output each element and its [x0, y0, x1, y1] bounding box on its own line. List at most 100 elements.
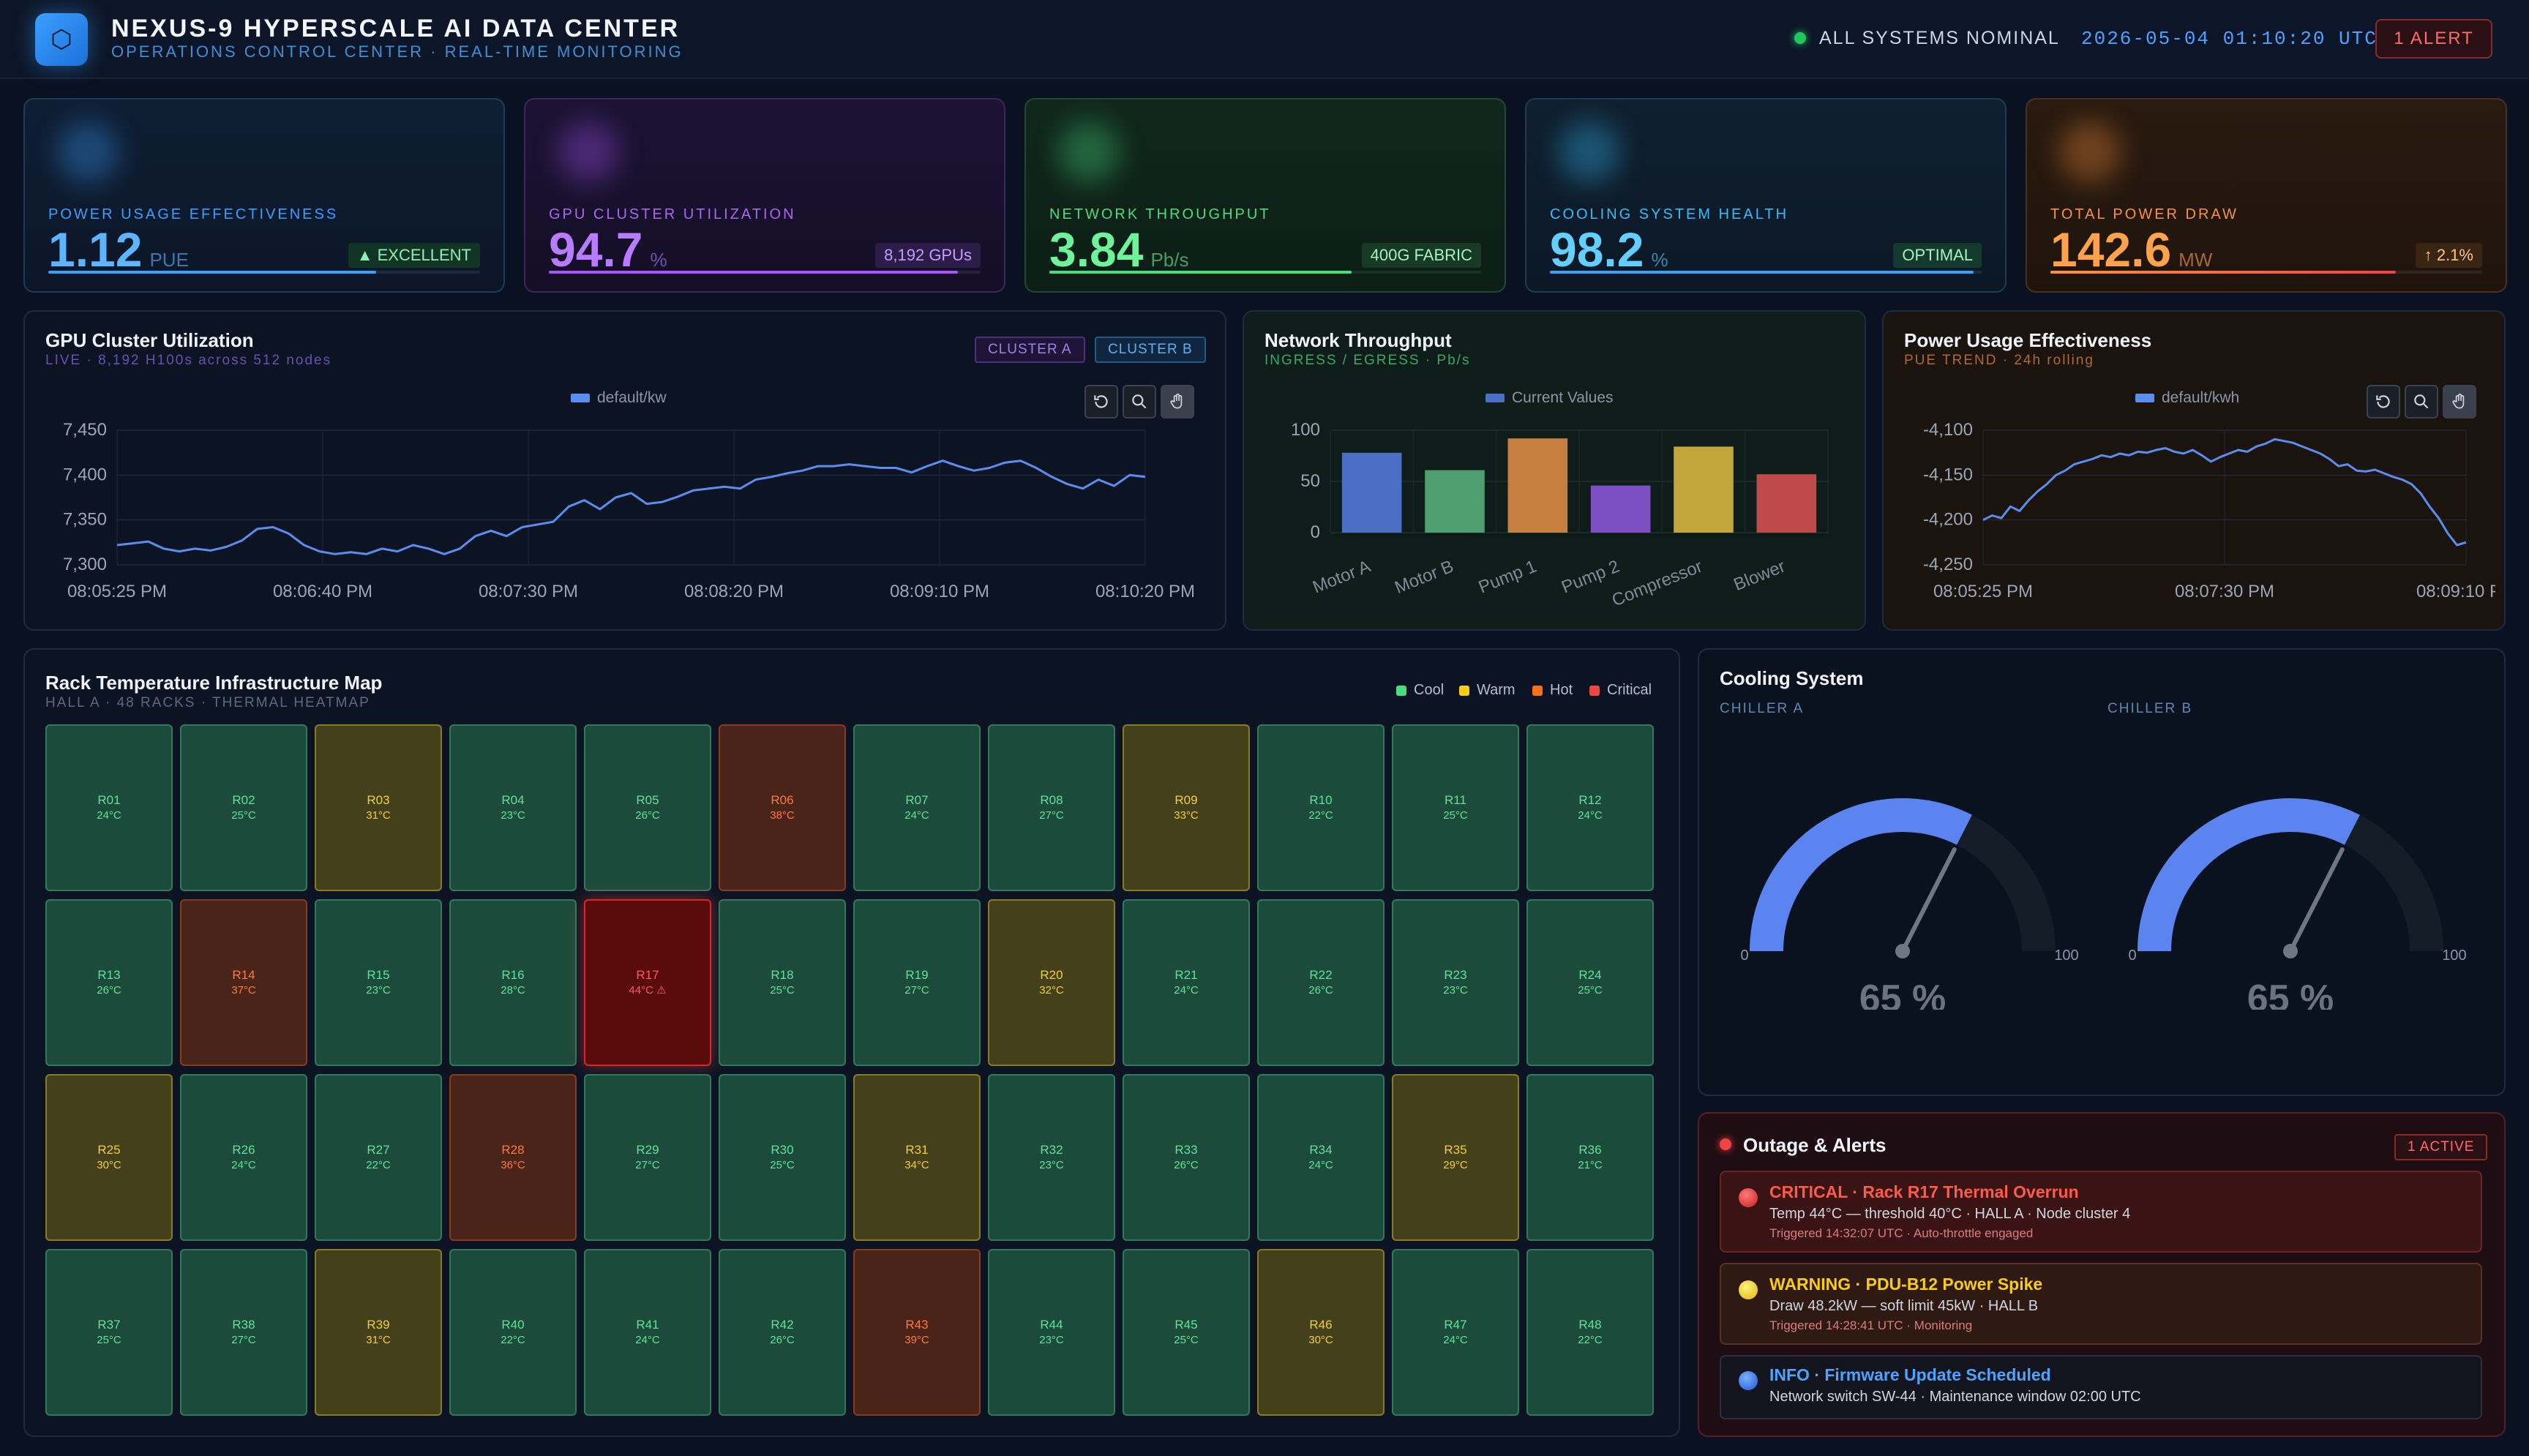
alert-title: CRITICAL · Rack R17 Thermal Overrun [1769, 1182, 2079, 1201]
cooling-system-panel [1698, 648, 2506, 1096]
rack-cell-r40[interactable]: R40 22°C [449, 1249, 577, 1416]
rack-cell-r31[interactable]: R31 34°C [853, 1074, 981, 1241]
rack-id: R44 [1040, 1318, 1063, 1332]
rack-cell-r30[interactable]: R30 25°C [719, 1074, 846, 1241]
rack-cell-r05[interactable]: R05 26°C [584, 724, 711, 891]
rack-cell-r10[interactable]: R10 22°C [1257, 724, 1385, 891]
rack-cell-r41[interactable]: R41 24°C [584, 1249, 711, 1416]
rack-cell-r08[interactable]: R08 27°C [988, 724, 1115, 891]
panel-subtitle: LIVE · 8,192 H100s across 512 nodes [45, 353, 332, 368]
x-tick-label: 08:09:10 PM [2416, 582, 2495, 601]
rack-cell-r29[interactable]: R29 27°C [584, 1074, 711, 1241]
chiller-b-gauge[interactable]: 65 % 0 100 [2108, 776, 2473, 1010]
kpi-value: 3.84 Pb/s [1049, 222, 1189, 277]
rack-temp: 22°C [366, 1159, 391, 1172]
rack-cell-r03[interactable]: R03 31°C [315, 724, 442, 891]
kpi-progress-bar [549, 271, 981, 274]
legend-warm: Warm [1459, 682, 1515, 699]
rack-cell-r26[interactable]: R26 24°C [180, 1074, 307, 1241]
rack-cell-r27[interactable]: R27 22°C [315, 1074, 442, 1241]
kpi-card-pue[interactable]: POWER USAGE EFFECTIVENESS 1.12 PUE ▲ EXCE… [23, 98, 505, 293]
rack-cell-r09[interactable]: R09 33°C [1123, 724, 1250, 891]
rack-id: R48 [1578, 1318, 1602, 1332]
alert-info[interactable]: INFO · Firmware Update Scheduled Network… [1720, 1355, 2482, 1419]
chart-legend[interactable]: default/kwh [2135, 389, 2239, 407]
cluster-a-chip[interactable]: CLUSTER A [975, 337, 1085, 363]
rack-id: R16 [501, 968, 525, 983]
rack-temp: 25°C [1174, 1334, 1199, 1347]
zoom-icon[interactable] [2405, 385, 2438, 419]
rack-id: R34 [1309, 1143, 1333, 1157]
rack-cell-r28[interactable]: R28 36°C [449, 1074, 577, 1241]
rack-cell-r43[interactable]: R43 39°C [853, 1249, 981, 1416]
rack-cell-r33[interactable]: R33 26°C [1123, 1074, 1250, 1241]
zoom-icon[interactable] [1123, 385, 1156, 419]
rack-cell-r39[interactable]: R39 31°C [315, 1249, 442, 1416]
gauge-value: 65 % [1859, 977, 1947, 1010]
rack-cell-r47[interactable]: R47 24°C [1392, 1249, 1519, 1416]
rack-temp: 27°C [904, 984, 929, 997]
rack-cell-r48[interactable]: R48 22°C [1526, 1249, 1654, 1416]
alert-warning[interactable]: WARNING · PDU-B12 Power Spike Draw 48.2k… [1720, 1263, 2482, 1345]
x-tick-label: 08:09:10 PM [890, 582, 989, 601]
kpi-card-cooling[interactable]: COOLING SYSTEM HEALTH 98.2% OPTIMAL [1525, 98, 2007, 293]
cluster-b-chip[interactable]: CLUSTER B [1095, 337, 1206, 363]
chart-legend[interactable]: default/kw [571, 389, 667, 407]
panel-subtitle: PUE TREND · 24h rolling [1904, 353, 2095, 368]
pan-icon[interactable] [1161, 385, 1194, 419]
rack-cell-r24[interactable]: R24 25°C [1526, 899, 1654, 1066]
alert-critical[interactable]: CRITICAL · Rack R17 Thermal Overrun Temp… [1720, 1171, 2482, 1253]
rack-cell-r42[interactable]: R42 26°C [719, 1249, 846, 1416]
rack-cell-r02[interactable]: R02 25°C [180, 724, 307, 891]
alert-count-button[interactable]: 1 ALERT [2375, 19, 2492, 59]
rack-cell-r36[interactable]: R36 21°C [1526, 1074, 1654, 1241]
rack-cell-r20[interactable]: R20 32°C [988, 899, 1115, 1066]
rack-cell-r46[interactable]: R46 30°C [1257, 1249, 1385, 1416]
kpi-card-network[interactable]: NETWORK THROUGHPUT 3.84 Pb/s 400G FABRIC [1024, 98, 1506, 293]
rack-temp: 25°C [770, 1159, 795, 1172]
reset-icon[interactable] [1084, 385, 1118, 419]
rack-cell-r11[interactable]: R11 25°C [1392, 724, 1519, 891]
rack-cell-r22[interactable]: R22 26°C [1257, 899, 1385, 1066]
rack-cell-r17[interactable]: R17 44°C ⚠ [584, 899, 711, 1066]
panel-title: Network Throughput [1264, 329, 1452, 351]
rack-cell-r04[interactable]: R04 23°C [449, 724, 577, 891]
rack-cell-r37[interactable]: R37 25°C [45, 1249, 173, 1416]
rack-cell-r21[interactable]: R21 24°C [1123, 899, 1250, 1066]
rack-cell-r38[interactable]: R38 27°C [180, 1249, 307, 1416]
pan-icon[interactable] [2443, 385, 2476, 419]
rack-cell-r19[interactable]: R19 27°C [853, 899, 981, 1066]
rack-temp: 23°C [1039, 1159, 1064, 1172]
rack-id: R14 [232, 968, 255, 983]
rack-id: R29 [636, 1143, 659, 1157]
chart-legend[interactable]: Current Values [1485, 389, 1614, 407]
gpu-line-chart[interactable]: 7,450 7,400 7,350 7,300 08:05:25 PM 08:06:40 … [44, 410, 1215, 607]
kpi-card-power[interactable]: TOTAL POWER DRAW 142.6 MW ↑ 2.1% [2026, 98, 2507, 293]
chiller-a-gauge[interactable]: 65 % 0 100 [1720, 776, 2086, 1010]
kpi-card-gpu[interactable]: GPU CLUSTER UTILIZATION 94.7% 8,192 GPUs [524, 98, 1005, 293]
rack-cell-r01[interactable]: R01 24°C [45, 724, 173, 891]
rack-cell-r35[interactable]: R35 29°C [1392, 1074, 1519, 1241]
pue-line-chart[interactable]: -4,100 -4,150 -4,200 -4,250 08:05:25 PM 08:07… [1895, 410, 2495, 607]
bar-motor-a [1341, 452, 1402, 533]
rack-cell-r23[interactable]: R23 23°C [1392, 899, 1519, 1066]
rack-cell-r34[interactable]: R34 24°C [1257, 1074, 1385, 1241]
rack-cell-r45[interactable]: R45 25°C [1123, 1249, 1250, 1416]
rack-cell-r32[interactable]: R32 23°C [988, 1074, 1115, 1241]
rack-cell-r18[interactable]: R18 25°C [719, 899, 846, 1066]
rack-temp: 24°C [97, 809, 121, 822]
rack-cell-r07[interactable]: R07 24°C [853, 724, 981, 891]
logo-icon[interactable]: ⬡ [35, 13, 88, 66]
gauge-value: 65 % [2247, 977, 2334, 1010]
rack-cell-r13[interactable]: R13 26°C [45, 899, 173, 1066]
x-tick-label: 08:10:20 PM [1095, 582, 1195, 601]
rack-cell-r15[interactable]: R15 23°C [315, 899, 442, 1066]
rack-cell-r14[interactable]: R14 37°C [180, 899, 307, 1066]
rack-cell-r44[interactable]: R44 23°C [988, 1249, 1115, 1416]
rack-cell-r06[interactable]: R06 38°C [719, 724, 846, 891]
reset-icon[interactable] [2367, 385, 2400, 419]
rack-cell-r12[interactable]: R12 24°C [1526, 724, 1654, 891]
rack-cell-r25[interactable]: R25 30°C [45, 1074, 173, 1241]
rack-cell-r16[interactable]: R16 28°C [449, 899, 577, 1066]
